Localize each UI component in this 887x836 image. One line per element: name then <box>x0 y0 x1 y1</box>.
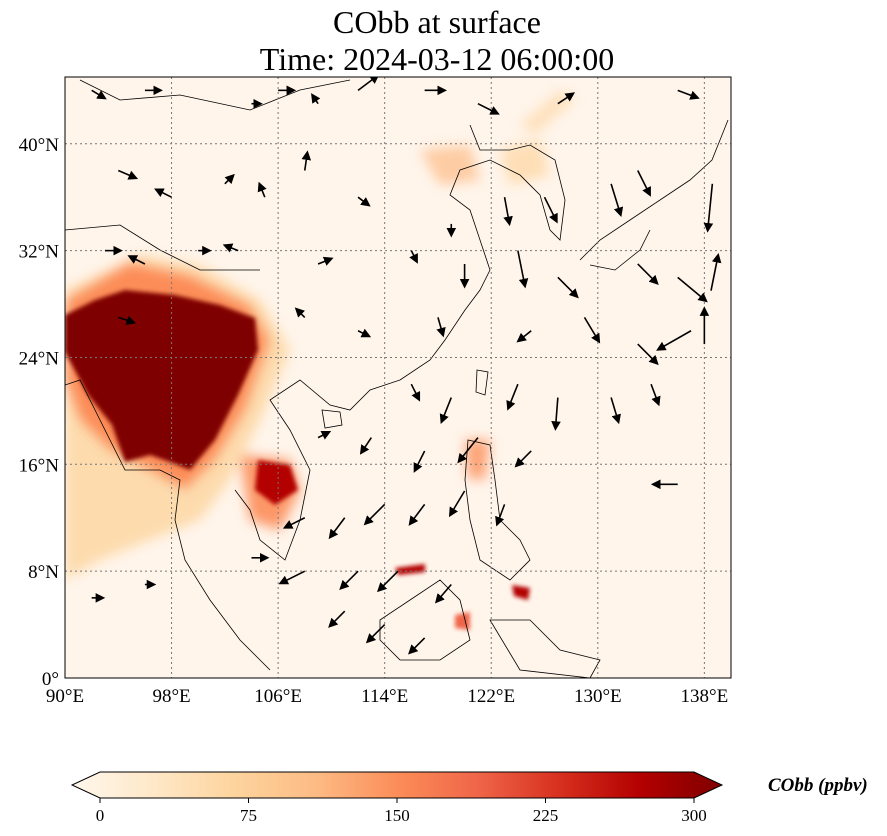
wind-arrow <box>610 397 621 425</box>
wind-arrow <box>439 397 453 424</box>
wind-arrow <box>278 570 306 585</box>
wind-arrow <box>359 437 373 455</box>
wind-arrow <box>448 490 466 518</box>
wind-arrow <box>117 169 139 180</box>
wind-arrow <box>328 610 346 628</box>
x-tick-label: 98°E <box>152 686 190 707</box>
wind-arrow <box>294 307 306 318</box>
wind-arrow <box>637 343 659 366</box>
y-tick-label: 40°N <box>19 135 60 156</box>
wind-arrow <box>637 170 651 197</box>
x-tick-label: 90°E <box>46 686 84 707</box>
wind-arrow <box>477 102 500 115</box>
title-line-2: Time: 2024-03-12 06:00:00 <box>260 41 614 77</box>
wind-arrow <box>91 89 107 100</box>
wind-arrow <box>434 583 452 604</box>
gridlines <box>65 77 731 678</box>
map-area <box>65 77 731 678</box>
wind-arrow <box>408 503 426 526</box>
y-tick-label: 16°N <box>19 455 60 476</box>
wind-arrow <box>363 503 386 526</box>
map-frame <box>64 76 732 679</box>
wind-arrow <box>506 383 519 411</box>
wind-arrow <box>328 517 346 540</box>
wind-arrow <box>257 181 267 198</box>
x-tick-label: 114°E <box>361 686 408 707</box>
wind-arrow <box>357 196 371 207</box>
wind-arrow <box>710 252 722 291</box>
wind-arrow <box>503 197 513 227</box>
y-tick-label: 24°N <box>19 348 60 369</box>
wind-arrow <box>650 383 661 407</box>
wind-arrow <box>282 517 306 529</box>
colorbar-label: CObb (ppbv) <box>768 775 868 796</box>
wind-arrow <box>656 330 692 351</box>
wind-arrow <box>495 504 506 527</box>
wind-arrow <box>222 243 239 253</box>
colorbar-tick-label: 75 <box>240 806 257 825</box>
x-tick-label: 138°E <box>681 686 729 707</box>
wind-arrow <box>543 196 558 224</box>
heavy-emission-region <box>65 290 258 470</box>
wind-arrow <box>436 317 446 338</box>
wind-arrow <box>514 450 532 468</box>
wind-arrow <box>301 150 312 171</box>
wind-vectors <box>91 77 722 655</box>
x-tick-label: 106°E <box>254 686 302 707</box>
wind-arrow <box>410 383 421 402</box>
wind-arrow <box>677 276 708 303</box>
wind-arrow <box>703 183 714 233</box>
y-tick-label: 0° <box>42 669 59 690</box>
wind-arrow <box>409 250 418 264</box>
y-axis-ticks: 0° 8°N 16°N 24°N 32°N 40°N <box>19 135 60 690</box>
wind-arrow <box>154 188 172 198</box>
wind-arrow <box>413 450 426 473</box>
wind-arrow <box>610 183 624 218</box>
x-tick-label: 122°E <box>467 686 515 707</box>
wind-arrow <box>317 256 334 266</box>
wind-arrow <box>311 93 321 105</box>
wind-arrow <box>118 315 137 325</box>
wind-arrow <box>457 437 479 464</box>
colorbar-tick-label: 300 <box>681 806 707 825</box>
wind-arrow <box>224 173 235 185</box>
wind-arrow <box>408 637 426 655</box>
y-tick-label: 8°N <box>28 562 59 583</box>
wind-arrow <box>357 77 380 91</box>
cambodia-emission-region <box>255 460 298 505</box>
colorbar: 0 75 150 225 300 CObb (ppbv) <box>70 771 868 825</box>
wind-arrow <box>357 328 372 338</box>
colorbar-gradient <box>70 771 724 799</box>
wind-arrow <box>517 250 529 289</box>
wind-arrow <box>637 263 659 285</box>
wind-arrow <box>377 570 399 593</box>
wind-arrow <box>551 397 561 431</box>
colorbar-tick-label: 0 <box>96 806 105 825</box>
wind-arrow <box>127 255 146 265</box>
y-tick-label: 32°N <box>19 242 60 263</box>
wind-arrow <box>365 624 386 644</box>
wind-arrow <box>339 570 359 590</box>
coastlines <box>65 79 729 678</box>
wind-arrow <box>317 431 332 440</box>
wind-arrow <box>583 316 601 344</box>
wind-arrow <box>516 330 532 343</box>
wind-arrow <box>557 92 576 105</box>
colorbar-tick-label: 150 <box>384 806 410 825</box>
colorbar-tick-label: 225 <box>533 806 559 825</box>
wind-arrow <box>557 276 579 299</box>
x-tick-label: 130°E <box>574 686 622 707</box>
wind-arrow <box>677 89 700 100</box>
x-axis-ticks: 90°E 98°E 106°E 114°E 122°E 130°E 138°E <box>46 686 728 707</box>
title-line-1: CObb at surface <box>333 4 541 40</box>
